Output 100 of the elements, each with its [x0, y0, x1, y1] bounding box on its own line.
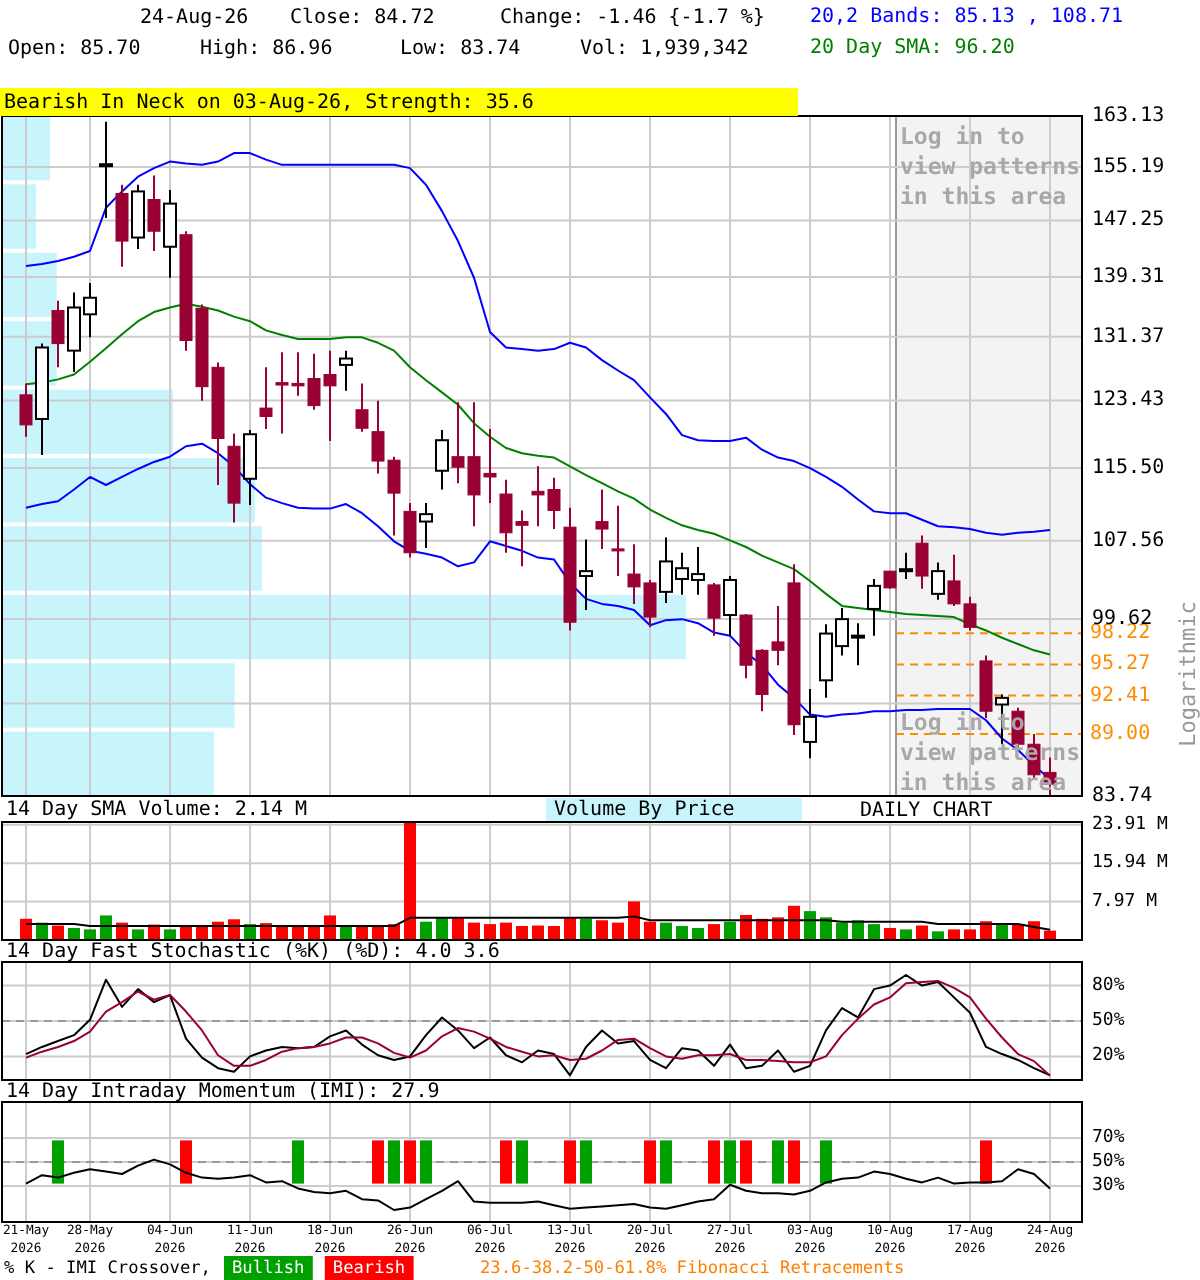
bar [644, 921, 656, 940]
chart-title: 14 Day Intraday Momentum (IMI): 27.9 [6, 1081, 440, 1103]
candlestick [915, 534, 929, 590]
y-tick-label: 107.56 [1092, 529, 1165, 552]
y-tick-label: 123.43 [1092, 389, 1165, 412]
y-tick-label: 80% [1092, 975, 1126, 996]
bar [948, 929, 960, 940]
line-series [25, 915, 1051, 931]
text: Bearish In Neck on 03-Aug-26, Strength: 35.6 [4, 91, 534, 113]
y-tick-label: 115.50 [1092, 457, 1165, 480]
candlestick [147, 174, 161, 253]
bar [452, 917, 464, 940]
bar [2, 731, 215, 796]
bar [484, 924, 496, 940]
y-axis-title: Logarithmic [1175, 601, 1200, 747]
bar [436, 917, 448, 940]
y-tick-label: 30% [1092, 1176, 1126, 1196]
bar [916, 925, 928, 940]
y-tick-label: 163.13 [1092, 105, 1165, 127]
text: Change: -1.46 {-1.7 %} [500, 6, 765, 28]
y-tick-label: 83.74 [1092, 785, 1153, 807]
text: High: 86.96 [200, 37, 333, 59]
bar [548, 926, 560, 940]
text: 20,2 Bands: 85.13 , 108.71 [810, 6, 1124, 28]
bar [68, 927, 80, 940]
ref-line-label: 89.00 [1090, 722, 1151, 745]
bar [804, 911, 816, 940]
text: Vol: 1,939,342 [580, 37, 749, 59]
chart-title: 14 Day SMA Volume: 2.14 M [6, 799, 308, 821]
text: 24-Aug-26 [140, 6, 249, 28]
bar [596, 920, 608, 940]
text: Open: 85.70 [8, 37, 141, 59]
candlestick [19, 382, 33, 438]
y-tick-label: 139.31 [1092, 265, 1165, 288]
y-tick-label: 50% [1092, 1152, 1126, 1172]
candlestick [707, 581, 721, 637]
bar [724, 921, 736, 940]
bar [900, 929, 912, 940]
chart-title: 14 Day Fast Stochastic (%K) (%D): 4.0 3.6 [6, 941, 500, 963]
y-tick-label: 23.91 M [1092, 814, 1170, 835]
bar [884, 927, 896, 940]
candlestick [723, 575, 737, 637]
candlestick [403, 502, 417, 559]
bar [532, 925, 544, 940]
bar [692, 927, 704, 940]
bar [628, 901, 640, 940]
y-tick-label: 50% [1092, 1011, 1126, 1031]
bar [52, 925, 64, 940]
y-tick-label: 147.25 [1092, 209, 1165, 232]
y-tick-label: 15.94 M [1092, 853, 1170, 874]
bar [612, 922, 624, 940]
line-series [25, 1158, 1051, 1211]
candlestick [115, 183, 129, 268]
bar [788, 905, 800, 940]
bar [964, 929, 976, 940]
y-tick-label: 155.19 [1092, 155, 1165, 178]
candlestick [131, 183, 145, 250]
bar [132, 929, 144, 940]
text: Close: 84.72 [290, 6, 435, 28]
bar [164, 929, 176, 940]
candlestick [355, 382, 369, 433]
legend-title: % K - IMI Crossover, [4, 1259, 211, 1279]
candlestick [899, 551, 913, 580]
text: Volume By Price [554, 799, 735, 821]
bar [2, 526, 262, 591]
annotation: Log in to view patterns in this area [900, 122, 1081, 210]
y-tick-label: 131.37 [1092, 325, 1165, 348]
text: Bullish [232, 1259, 305, 1279]
bar [2, 594, 686, 660]
candlestick [163, 189, 177, 279]
bar [868, 924, 880, 940]
bar [660, 922, 672, 940]
candlestick [259, 366, 273, 431]
candlestick [419, 502, 433, 549]
bar [84, 929, 96, 940]
ref-line-label: 92.41 [1090, 684, 1151, 707]
bar [20, 918, 32, 940]
text: Bearish [332, 1259, 406, 1279]
bar [676, 926, 688, 940]
bar [404, 822, 416, 940]
bar [836, 922, 848, 940]
bar [500, 922, 512, 940]
y-tick-label: 20% [1092, 1046, 1126, 1067]
bar [932, 931, 944, 940]
candlestick [931, 561, 945, 601]
candlestick [435, 428, 449, 491]
candlestick [51, 299, 65, 369]
text: Low: 83.74 [400, 37, 521, 59]
y-tick-label: 70% [1092, 1128, 1126, 1148]
bar [580, 918, 592, 940]
text: DAILY CHART [860, 799, 993, 821]
bar [420, 921, 432, 940]
candlestick [99, 120, 113, 220]
bar [516, 926, 528, 940]
text: 23.6-38.2-50-61.8% Fibonacci Retracements [480, 1259, 905, 1279]
bar [468, 922, 480, 940]
candlestick [339, 349, 353, 392]
candlestick [867, 577, 881, 637]
text: 20 Day SMA: 96.20 [810, 37, 1015, 59]
bar [708, 924, 720, 940]
